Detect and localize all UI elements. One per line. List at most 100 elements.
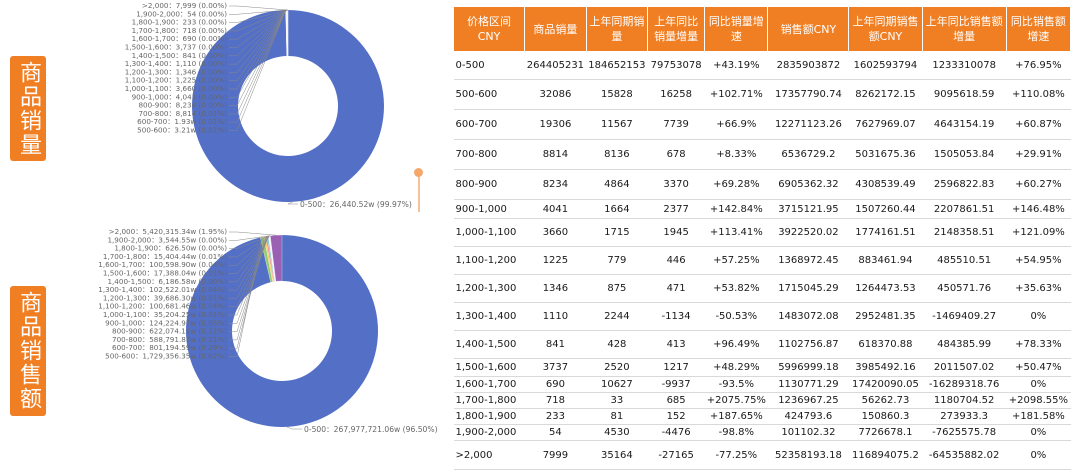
table-cell: 1,100-1,200 bbox=[454, 247, 525, 275]
table-cell: -50.53% bbox=[705, 303, 768, 331]
table-cell: 184652153 bbox=[586, 52, 647, 80]
table-cell: 700-800 bbox=[454, 140, 525, 170]
table-cell: 264405231 bbox=[525, 52, 587, 80]
table-cell: 1505053.84 bbox=[922, 140, 1006, 170]
table-cell: 0% bbox=[1006, 377, 1070, 393]
table-cell: -1469409.27 bbox=[922, 303, 1006, 331]
table-cell: 0-500 bbox=[454, 52, 525, 80]
table-cell: 1,000-1,100 bbox=[454, 219, 525, 247]
table-cell: 4530 bbox=[586, 425, 647, 441]
table-cell: 3737 bbox=[525, 359, 587, 377]
table-cell: -64535882.02 bbox=[922, 441, 1006, 470]
table-cell: 3660 bbox=[525, 219, 587, 247]
slice-label-500-600: 500-600：3.21w (0.01%) bbox=[137, 126, 227, 135]
table-cell: +29.91% bbox=[1006, 140, 1070, 170]
table-cell: 484385.99 bbox=[922, 331, 1006, 359]
timeline-marker-line bbox=[418, 174, 420, 212]
table-cell: 424793.6 bbox=[768, 409, 849, 425]
timeline-marker-dot[interactable] bbox=[414, 168, 423, 177]
table-cell: 3922520.02 bbox=[768, 219, 849, 247]
table-cell: +8.33% bbox=[705, 140, 768, 170]
table-cell: 485510.51 bbox=[922, 247, 1006, 275]
column-header: 商品销量 bbox=[525, 7, 587, 52]
table-cell: 3985492.16 bbox=[849, 359, 922, 377]
table-cell: +50.47% bbox=[1006, 359, 1070, 377]
table-cell: 1,500-1,600 bbox=[454, 359, 525, 377]
slice-label-500-600: 500-600：1,729,356.35w (0.62%) bbox=[105, 352, 227, 361]
table-cell: 4041 bbox=[525, 200, 587, 219]
table-cell: 33 bbox=[586, 393, 647, 409]
table-cell: 52358193.18 bbox=[768, 441, 849, 470]
table-cell: 883461.94 bbox=[849, 247, 922, 275]
table-cell: 471 bbox=[648, 275, 705, 303]
table-cell: 1180704.52 bbox=[922, 393, 1006, 409]
table-cell: -16289318.76 bbox=[922, 377, 1006, 393]
table-cell: 2377 bbox=[648, 200, 705, 219]
table-cell: -98.8% bbox=[705, 425, 768, 441]
table-cell: +146.48% bbox=[1006, 200, 1070, 219]
table-cell: 1102756.87 bbox=[768, 331, 849, 359]
table-cell: +96.49% bbox=[705, 331, 768, 359]
table-cell: 2952481.35 bbox=[849, 303, 922, 331]
column-header: 上年同比销售额增量 bbox=[922, 7, 1006, 52]
table-cell: +76.95% bbox=[1006, 52, 1070, 80]
table-cell: 9095618.59 bbox=[922, 80, 1006, 110]
table-cell: 1225 bbox=[525, 247, 587, 275]
table-cell: >2,000 bbox=[454, 441, 525, 470]
table-cell: 10627 bbox=[586, 377, 647, 393]
table-cell: 4864 bbox=[586, 170, 647, 200]
table-cell: 1,300-1,400 bbox=[454, 303, 525, 331]
table-cell: 685 bbox=[648, 393, 705, 409]
table-cell: 446 bbox=[648, 247, 705, 275]
table-cell: 1,600-1,700 bbox=[454, 377, 525, 393]
table-cell: 1110 bbox=[525, 303, 587, 331]
table-cell: 2835903872 bbox=[768, 52, 849, 80]
table-cell: 8234 bbox=[525, 170, 587, 200]
column-header: 上年同比销量增量 bbox=[648, 7, 705, 52]
table-cell: +66.9% bbox=[705, 110, 768, 140]
table-cell: 1483072.08 bbox=[768, 303, 849, 331]
table-cell: +181.58% bbox=[1006, 409, 1070, 425]
table-cell: 900-1,000 bbox=[454, 200, 525, 219]
column-header: 同比销售额增速 bbox=[1006, 7, 1070, 52]
table-cell: 11567 bbox=[586, 110, 647, 140]
table-cell: 1715045.29 bbox=[768, 275, 849, 303]
table-cell: 273933.3 bbox=[922, 409, 1006, 425]
table-cell: +69.28% bbox=[705, 170, 768, 200]
table-cell: 1368972.45 bbox=[768, 247, 849, 275]
table-cell: 1507260.44 bbox=[849, 200, 922, 219]
table-cell: 1,200-1,300 bbox=[454, 275, 525, 303]
table-cell: 19306 bbox=[525, 110, 587, 140]
table-cell: 7726678.1 bbox=[849, 425, 922, 441]
table-cell: -27165 bbox=[648, 441, 705, 470]
table-cell: 4308539.49 bbox=[849, 170, 922, 200]
table-cell: +121.09% bbox=[1006, 219, 1070, 247]
table-cell: +57.25% bbox=[705, 247, 768, 275]
table-cell: 1130771.29 bbox=[768, 377, 849, 393]
table-cell: 1,700-1,800 bbox=[454, 393, 525, 409]
table-cell: 1346 bbox=[525, 275, 587, 303]
table-cell: +110.08% bbox=[1006, 80, 1070, 110]
table-cell: 2596822.83 bbox=[922, 170, 1006, 200]
table-cell: 1774161.51 bbox=[849, 219, 922, 247]
table-cell: 6536729.2 bbox=[768, 140, 849, 170]
table-cell: 1217 bbox=[648, 359, 705, 377]
donut-chart-2: >2,000：5,420,315.34w (1.95%)1,900-2,000：… bbox=[98, 227, 437, 434]
table-cell: 690 bbox=[525, 377, 587, 393]
table-cell: 15828 bbox=[586, 80, 647, 110]
table-cell: +142.84% bbox=[705, 200, 768, 219]
leader-line-0-500 bbox=[287, 427, 302, 429]
donut-chart-1: >2,000：7,999 (0.00%)1,900-2,000：54 (0.00… bbox=[125, 1, 412, 209]
table-cell: 101102.32 bbox=[768, 425, 849, 441]
